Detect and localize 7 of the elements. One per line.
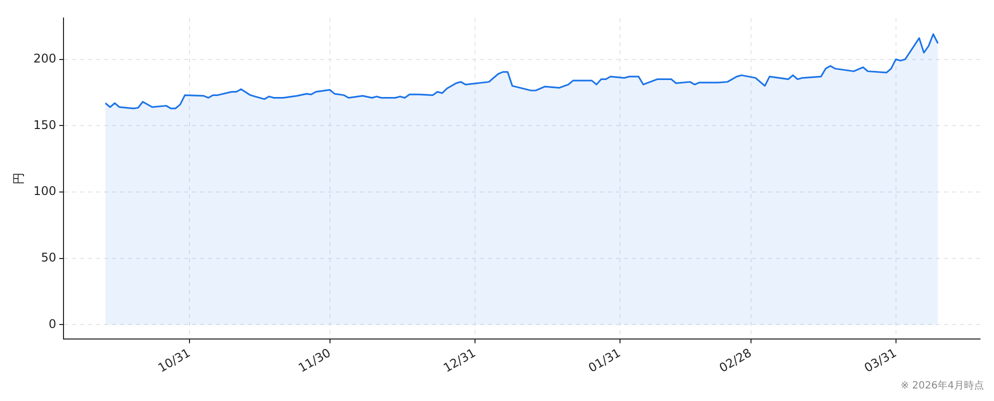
y-axis-title: 円 — [11, 172, 26, 185]
y-tick-label: 0 — [48, 316, 56, 331]
y-tick-label: 200 — [33, 51, 56, 66]
y-tick-label: 100 — [33, 184, 56, 198]
y-tick-label: 50 — [41, 250, 56, 264]
y-tick-label: 150 — [33, 118, 56, 132]
text: ※ 2026年4月時点 — [900, 380, 984, 392]
